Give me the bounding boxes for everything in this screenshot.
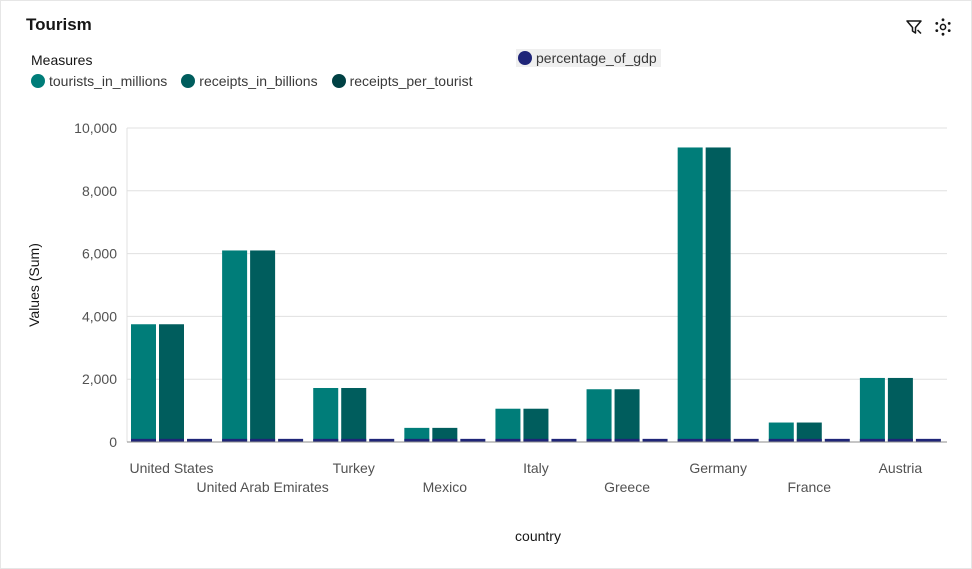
bar-percentage-of-gdp — [887, 438, 913, 442]
legend-item-receipts-per-tourist[interactable]: receipts_per_tourist — [331, 73, 473, 89]
bar-percentage-of-gdp — [586, 438, 612, 442]
bar-percentage-of-gdp — [824, 438, 850, 442]
bar-percentage-of-gdp — [250, 438, 276, 442]
x-tick-label: United Arab Emirates — [196, 479, 328, 495]
bar-percentage-of-gdp — [733, 438, 759, 442]
x-tick-label: Italy — [523, 460, 549, 476]
bar-receipts-in-billions — [796, 422, 822, 442]
legend-label: receipts_per_tourist — [349, 73, 473, 89]
bar-percentage-of-gdp — [705, 438, 731, 442]
bar-percentage-of-gdp — [551, 438, 577, 442]
bar-tourists-in-millions — [859, 377, 885, 442]
bar-tourists-in-millions — [586, 389, 612, 442]
y-tick-label: 2,000 — [82, 371, 117, 387]
bar-percentage-of-gdp — [915, 438, 941, 442]
bar-receipts-in-billions — [705, 147, 731, 442]
settings-icon[interactable] — [933, 17, 953, 37]
filter-icon[interactable] — [904, 17, 924, 37]
bar-percentage-of-gdp — [159, 438, 184, 442]
legend-label: percentage_of_gdp — [536, 50, 657, 66]
bar-percentage-of-gdp — [341, 438, 367, 442]
y-tick-label: 8,000 — [82, 183, 117, 199]
bar-percentage-of-gdp — [796, 438, 822, 442]
x-tick-label: France — [787, 479, 831, 495]
legend-item-percentage-of-gdp[interactable]: percentage_of_gdp — [516, 49, 661, 67]
bar-tourists-in-millions — [768, 422, 794, 442]
x-tick-label: United States — [129, 460, 213, 476]
bar-percentage-of-gdp — [460, 438, 486, 442]
bar-percentage-of-gdp — [495, 438, 521, 442]
bar-percentage-of-gdp — [278, 438, 304, 442]
bar-percentage-of-gdp — [642, 438, 668, 442]
legend-label: receipts_in_billions — [199, 73, 318, 89]
bar-percentage-of-gdp — [523, 438, 549, 442]
legend-title: Measures — [31, 52, 93, 68]
bar-receipts-in-billions — [159, 324, 184, 442]
legend-swatch — [518, 51, 532, 65]
bar-percentage-of-gdp — [187, 438, 212, 442]
y-tick-label: 10,000 — [74, 120, 117, 136]
bar-percentage-of-gdp — [131, 438, 156, 442]
bar-percentage-of-gdp — [677, 438, 703, 442]
legend-label: tourists_in_millions — [49, 73, 168, 89]
legend-item-receipts[interactable]: receipts_in_billions — [181, 73, 318, 89]
bar-percentage-of-gdp — [404, 438, 430, 442]
bar-percentage-of-gdp — [222, 438, 248, 442]
legend-swatch — [31, 74, 45, 88]
bar-tourists-in-millions — [495, 408, 521, 442]
chart-title: Tourism — [26, 15, 92, 34]
bar-tourists-in-millions — [131, 324, 156, 442]
bar-percentage-of-gdp — [313, 438, 339, 442]
bar-percentage-of-gdp — [614, 438, 640, 442]
x-tick-label: Greece — [604, 479, 650, 495]
x-tick-label: Austria — [879, 460, 923, 476]
bar-receipts-in-billions — [887, 377, 913, 442]
x-axis-title: country — [515, 528, 561, 544]
x-tick-label: Turkey — [333, 460, 375, 476]
y-tick-label: 6,000 — [82, 246, 117, 262]
legend-swatch — [181, 74, 196, 88]
bar-percentage-of-gdp — [859, 438, 885, 442]
x-tick-label: Mexico — [423, 479, 468, 495]
legend-swatch — [331, 74, 346, 88]
bar-tourists-in-millions — [222, 250, 248, 442]
bar-tourists-in-millions — [404, 427, 430, 442]
bar-tourists-in-millions — [313, 387, 339, 442]
bar-receipts-in-billions — [250, 250, 276, 442]
y-tick-label: 4,000 — [82, 308, 117, 324]
legend: tourists_in_millions receipts_in_billion… — [31, 73, 487, 89]
bar-tourists-in-millions — [677, 147, 703, 442]
y-tick-label: 0 — [109, 434, 117, 450]
x-tick-label: Germany — [689, 460, 747, 476]
bar-percentage-of-gdp — [369, 438, 395, 442]
bar-receipts-in-billions — [432, 427, 458, 442]
bar-receipts-in-billions — [614, 389, 640, 442]
bar-receipts-in-billions — [523, 408, 549, 442]
bar-receipts-in-billions — [341, 387, 367, 442]
y-axis-title: Values (Sum) — [26, 243, 42, 327]
bar-percentage-of-gdp — [768, 438, 794, 442]
bar-percentage-of-gdp — [432, 438, 458, 442]
legend-item-tourists[interactable]: tourists_in_millions — [31, 73, 167, 89]
